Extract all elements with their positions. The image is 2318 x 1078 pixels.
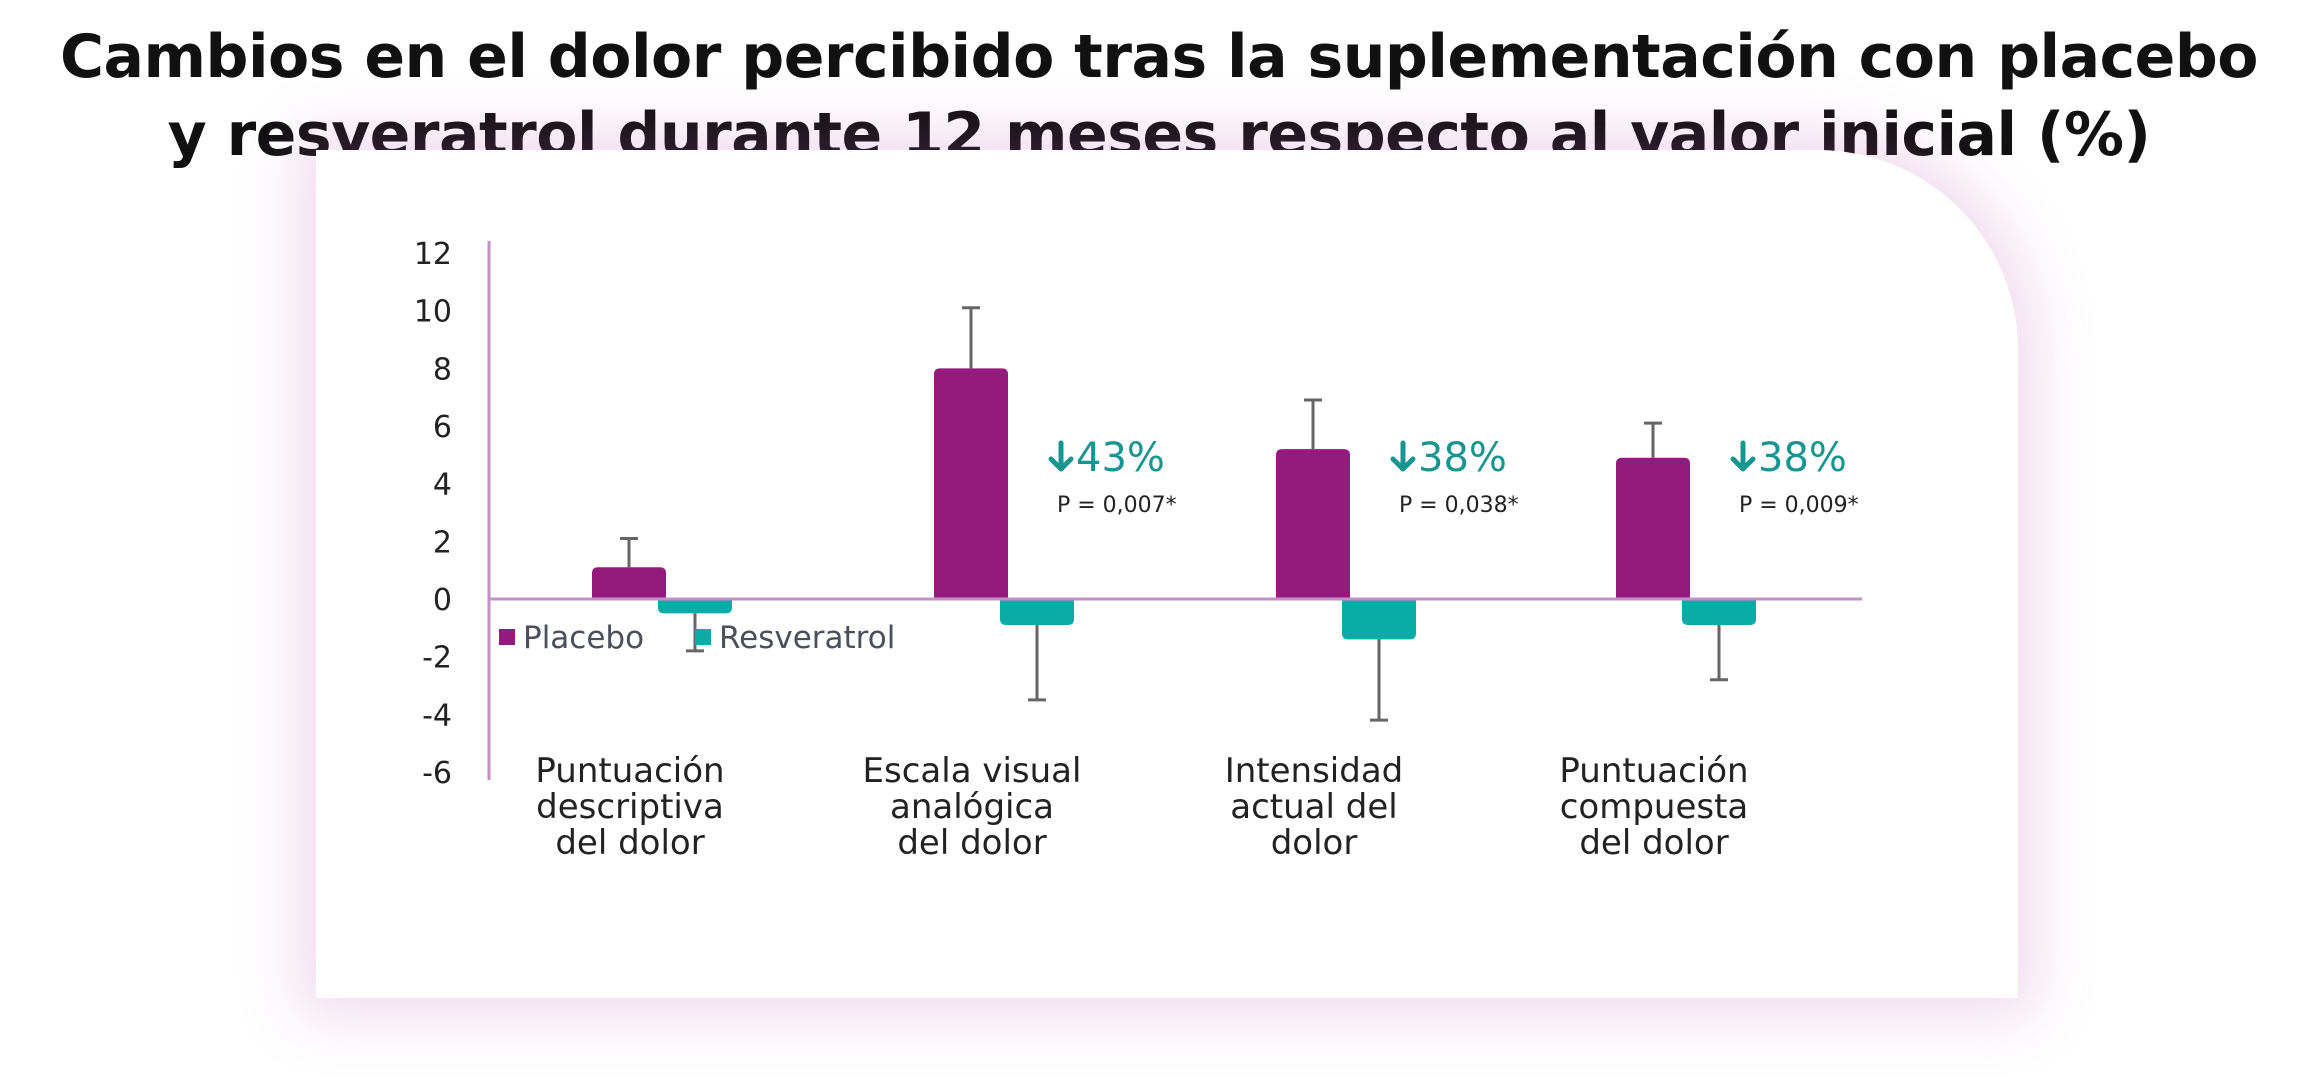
reduction-label: 38% [1418,435,1507,481]
x-category-label: del dolor [897,823,1046,863]
x-category-label: del dolor [555,823,704,863]
x-category-label: dolor [1271,823,1358,863]
y-tick-label: -2 [422,641,452,676]
bar-resveratrol [658,599,732,614]
legend-swatch-placebo [499,629,515,645]
bar-resveratrol [1342,599,1416,640]
y-tick-label: -6 [422,756,452,791]
x-category-label: Intensidad [1225,751,1404,791]
x-category-label: Escala visual [863,751,1082,791]
y-tick-label: 0 [433,583,452,618]
x-category-label: del dolor [1579,823,1728,863]
reduction-label: 43% [1076,435,1165,481]
bar-resveratrol [1000,599,1074,625]
chart-card: 12 10 8 6 4 2 0 -2 -4 -6 Puntuación descriptiva del … [316,150,2018,998]
y-tick-label: -4 [422,698,452,733]
bar-placebo [1616,457,1690,599]
y-tick-label: 10 [414,295,452,330]
p-value-label: P = 0,007* [1057,493,1177,518]
reduction-label: 38% [1758,435,1847,481]
y-tick-label: 2 [433,525,452,560]
x-category-label: Puntuación [1559,751,1748,791]
chart-title: Cambios en el dolor percibido tras la su… [0,18,2318,174]
y-tick-label: 12 [414,237,452,272]
legend-label-placebo: Placebo [523,620,644,656]
x-category-label: Puntuación [535,751,724,791]
down-arrow-icon [1730,440,1756,472]
down-arrow-icon [1390,440,1416,472]
y-tick-label: 8 [433,352,452,387]
legend-swatch-resveratrol [695,629,711,645]
p-value-label: P = 0,009* [1739,493,1859,518]
bar-placebo [592,567,666,599]
legend-label-resveratrol: Resveratrol [719,620,895,656]
x-category-label: descriptiva [536,787,724,827]
x-category-label: actual del [1230,787,1397,827]
bar-placebo [1276,449,1350,599]
bar-placebo [934,368,1008,599]
y-tick-label: 6 [433,410,452,445]
chart-title-line-1: Cambios en el dolor percibido tras la su… [59,22,2259,92]
x-category-label: analógica [890,787,1054,827]
bar-resveratrol [1682,599,1756,625]
y-tick-label: 4 [433,468,452,503]
down-arrow-icon [1048,440,1074,472]
x-category-label: compuesta [1560,787,1749,827]
p-value-label: P = 0,038* [1399,493,1519,518]
